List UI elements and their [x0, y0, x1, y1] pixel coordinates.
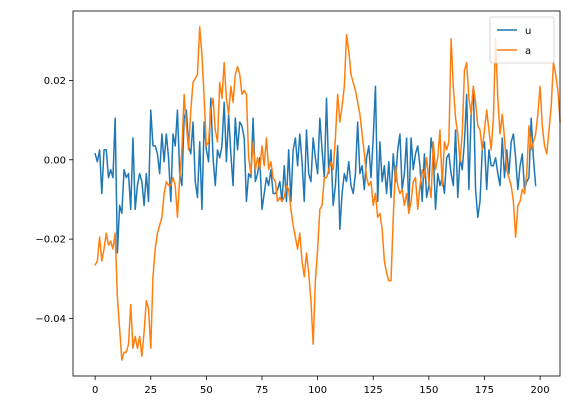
- y-axis: −0.04 −0.02 0.00 0.02: [35, 76, 73, 325]
- series-layer: [94, 26, 561, 361]
- x-tick-label: 75: [256, 385, 269, 396]
- x-tick-label: 125: [364, 385, 383, 396]
- y-tick-label: −0.04: [35, 314, 66, 325]
- y-tick-label: 0.00: [44, 155, 66, 166]
- plot-frame: [72, 10, 561, 377]
- y-tick-label: 0.02: [44, 76, 66, 87]
- x-axis: 0 25 50 75 100 125 150 175 200: [92, 376, 550, 396]
- legend-label-a: a: [525, 46, 531, 57]
- x-tick-label: 150: [419, 385, 438, 396]
- legend-box: [489, 16, 555, 64]
- legend: u a: [489, 16, 555, 64]
- x-tick-label: 200: [531, 385, 550, 396]
- y-tick-label: −0.02: [35, 235, 66, 246]
- x-tick-label: 50: [200, 385, 213, 396]
- x-tick-label: 100: [308, 385, 327, 396]
- series-line-a: [94, 26, 561, 361]
- x-tick-label: 0: [92, 385, 98, 396]
- x-tick-label: 175: [475, 385, 494, 396]
- series-line-u: [94, 85, 537, 254]
- x-tick-label: 25: [144, 385, 157, 396]
- legend-label-u: u: [525, 26, 531, 37]
